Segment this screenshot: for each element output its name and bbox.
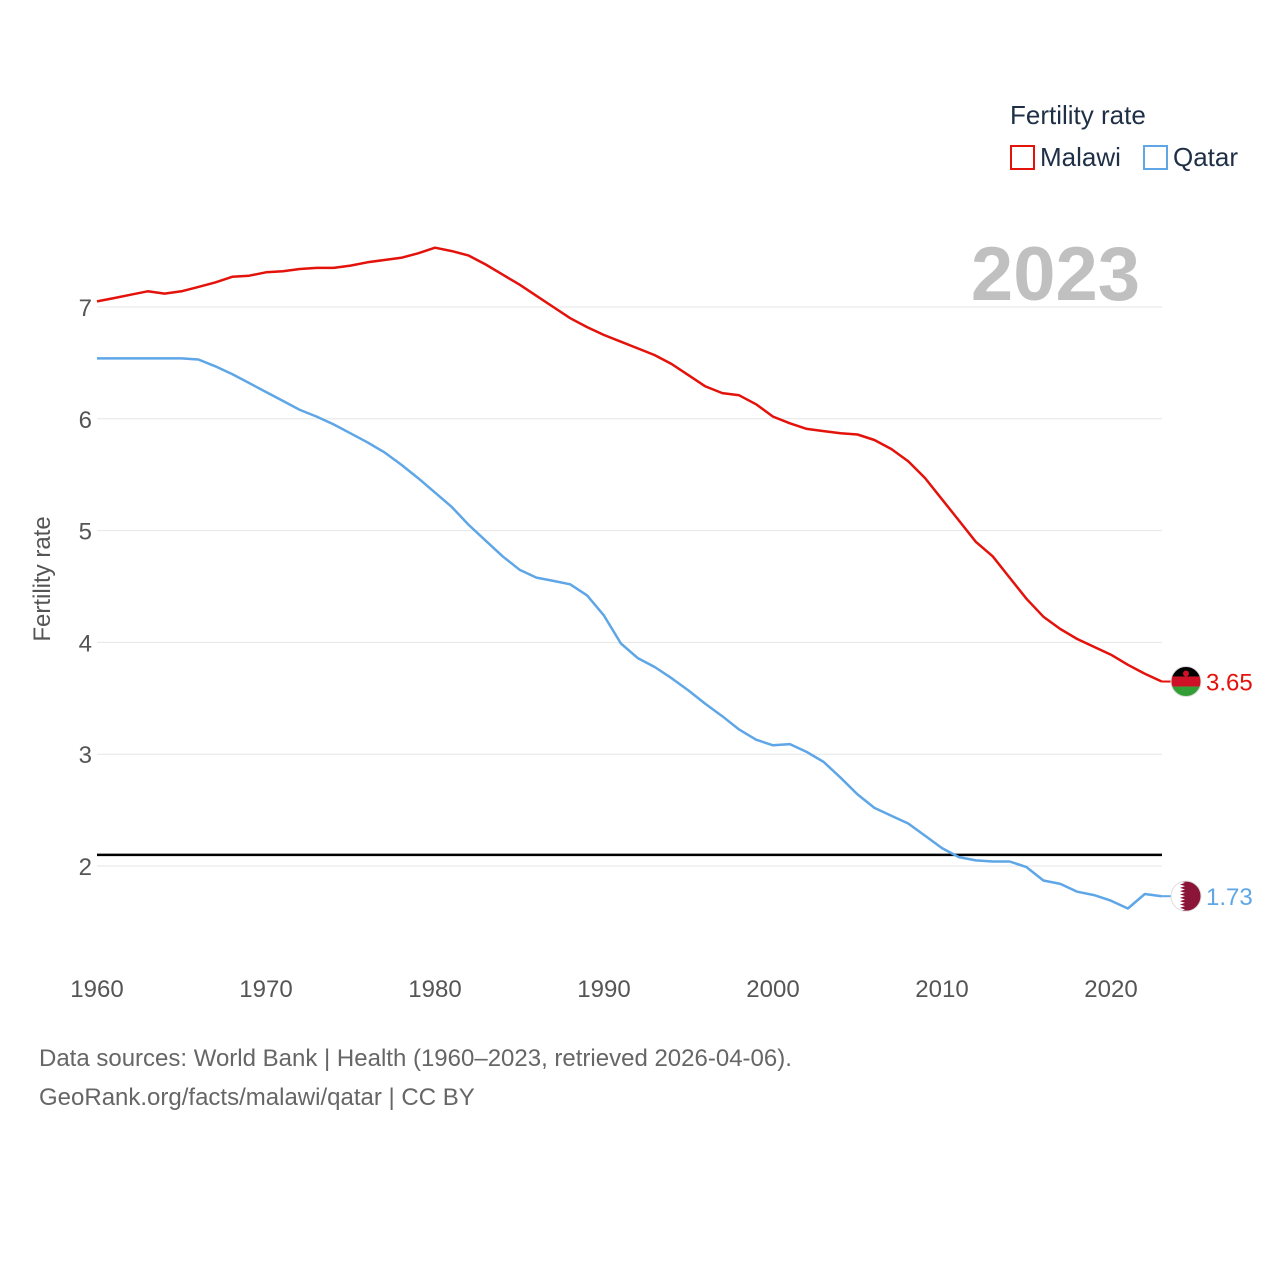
legend: Fertility rate Malawi Qatar [1010, 100, 1238, 172]
y-tick-label-5: 5 [79, 519, 92, 546]
legend-swatch-qatar[interactable] [1143, 145, 1168, 170]
legend-title: Fertility rate [1010, 100, 1146, 130]
y-tick-label-3: 3 [79, 742, 92, 769]
x-tick-label-1960: 1960 [70, 976, 123, 1003]
source-credit: Data sources: World Bank | Health (1960–… [39, 1045, 792, 1072]
current-year-label: 2023 [971, 232, 1140, 317]
x-axis-ticks: 1960 1970 1980 1990 2000 2010 2020 [70, 976, 1137, 1003]
legend-label-qatar[interactable]: Qatar [1173, 142, 1238, 172]
end-value-label-qatar: 1.73 [1206, 884, 1253, 911]
y-tick-label-6: 6 [79, 407, 92, 434]
flag-malawi-icon [1170, 666, 1202, 698]
x-tick-label-1970: 1970 [239, 976, 292, 1003]
series-line-malawi[interactable] [96, 246, 1163, 683]
x-tick-label-2010: 2010 [915, 976, 968, 1003]
flag-qatar-icon [1170, 880, 1202, 912]
y-axis-ticks: 2 3 4 5 6 7 [79, 295, 92, 881]
x-tick-label-1980: 1980 [408, 976, 461, 1003]
x-tick-label-2000: 2000 [746, 976, 799, 1003]
end-markers: 3.65 1.73 [1161, 666, 1253, 912]
legend-swatch-malawi[interactable] [1010, 145, 1035, 170]
y-tick-label-2: 2 [79, 854, 92, 881]
y-tick-label-7: 7 [79, 295, 92, 322]
x-tick-label-2020: 2020 [1084, 976, 1137, 1003]
x-tick-label-1990: 1990 [577, 976, 630, 1003]
y-tick-label-4: 4 [79, 630, 92, 657]
series-lines [96, 246, 1163, 910]
source-url: GeoRank.org/facts/malawi/qatar | CC BY [39, 1084, 475, 1111]
y-axis-title: Fertility rate [29, 516, 56, 641]
end-value-label-malawi: 3.65 [1206, 670, 1253, 697]
legend-label-malawi[interactable]: Malawi [1040, 142, 1121, 172]
series-line-qatar[interactable] [97, 357, 1162, 910]
gridlines [97, 306, 1162, 867]
